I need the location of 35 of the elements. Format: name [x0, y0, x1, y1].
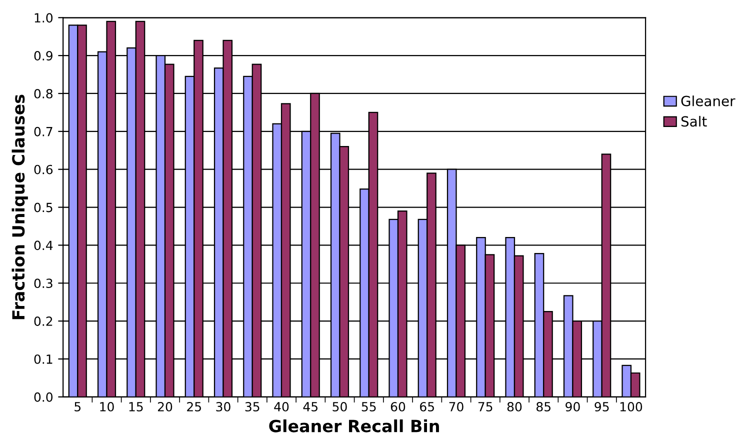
- x-axis-title: Gleaner Recall Bin: [269, 419, 439, 432]
- x-tick-label: 35: [245, 402, 260, 412]
- y-tick-label: 0.6: [34, 164, 53, 174]
- y-tick-label: 0.9: [34, 51, 52, 60]
- y-tick-label: 0.0: [34, 392, 53, 402]
- y-tick-label: 0.5: [34, 202, 52, 212]
- legend-label: Salt: [681, 116, 707, 127]
- x-tick-label: 65: [420, 402, 434, 412]
- x-tick-label: 85: [536, 402, 550, 412]
- x-tick-label: 40: [274, 402, 289, 412]
- x-tick-label: 95: [594, 402, 609, 412]
- x-tick-label: 30: [216, 402, 230, 412]
- y-tick-label: 0.4: [34, 240, 53, 250]
- y-tick-label: 1.0: [34, 13, 53, 23]
- y-tick-label: 0.1: [34, 354, 52, 364]
- y-axis-title: Fraction Unique Clauses: [12, 94, 28, 320]
- x-tick-label: 45: [303, 402, 318, 412]
- x-tick-label: 60: [390, 402, 406, 412]
- y-tick-label: 0.7: [34, 126, 52, 136]
- x-tick-label: 75: [478, 402, 492, 412]
- x-tick-label: 20: [158, 402, 172, 412]
- y-tick-label: 0.3: [34, 278, 52, 288]
- y-tick-label: 0.8: [34, 88, 52, 98]
- x-tick-label: 100: [620, 402, 642, 412]
- x-tick-label: 50: [332, 402, 347, 412]
- x-tick-label: 10: [100, 402, 114, 412]
- x-tick-label: 5: [74, 402, 81, 412]
- x-tick-label: 90: [566, 402, 580, 412]
- x-tick-label: 70: [449, 402, 464, 412]
- legend-label: Gleaner: [681, 96, 736, 106]
- x-tick-label: 80: [507, 402, 522, 412]
- x-tick-label: 15: [129, 402, 143, 412]
- y-tick-label: 0.2: [34, 316, 52, 326]
- x-tick-label: 55: [362, 402, 376, 412]
- x-tick-label: 25: [187, 402, 201, 412]
